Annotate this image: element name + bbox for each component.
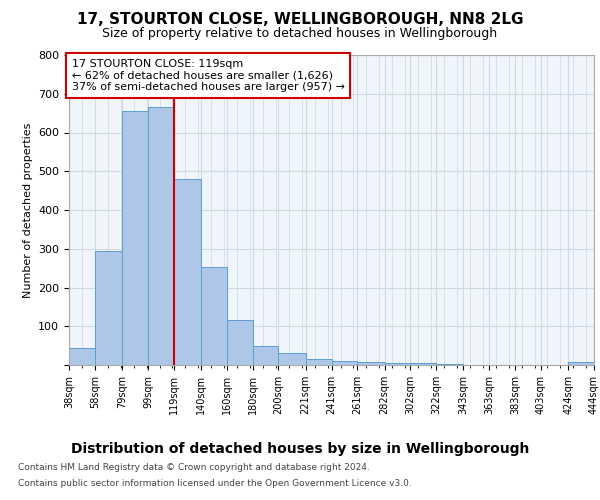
Text: Contains public sector information licensed under the Open Government Licence v3: Contains public sector information licen… xyxy=(18,478,412,488)
Bar xyxy=(332,361,358,365)
Bar xyxy=(227,320,253,365)
Bar xyxy=(410,364,436,365)
Bar xyxy=(436,364,463,365)
Bar xyxy=(69,348,95,365)
Bar xyxy=(568,362,594,365)
Bar xyxy=(148,108,174,365)
Bar xyxy=(95,250,122,365)
Bar xyxy=(122,111,148,365)
Text: Size of property relative to detached houses in Wellingborough: Size of property relative to detached ho… xyxy=(103,28,497,40)
Y-axis label: Number of detached properties: Number of detached properties xyxy=(23,122,32,298)
Text: Contains HM Land Registry data © Crown copyright and database right 2024.: Contains HM Land Registry data © Crown c… xyxy=(18,464,370,472)
Bar xyxy=(253,346,278,365)
Bar xyxy=(305,359,332,365)
Bar xyxy=(174,179,201,365)
Bar xyxy=(358,362,385,365)
Bar xyxy=(385,364,410,365)
Text: 17, STOURTON CLOSE, WELLINGBOROUGH, NN8 2LG: 17, STOURTON CLOSE, WELLINGBOROUGH, NN8 … xyxy=(77,12,523,28)
Bar xyxy=(201,267,227,365)
Text: Distribution of detached houses by size in Wellingborough: Distribution of detached houses by size … xyxy=(71,442,529,456)
Bar xyxy=(278,354,305,365)
Text: 17 STOURTON CLOSE: 119sqm
← 62% of detached houses are smaller (1,626)
37% of se: 17 STOURTON CLOSE: 119sqm ← 62% of detac… xyxy=(71,59,344,92)
